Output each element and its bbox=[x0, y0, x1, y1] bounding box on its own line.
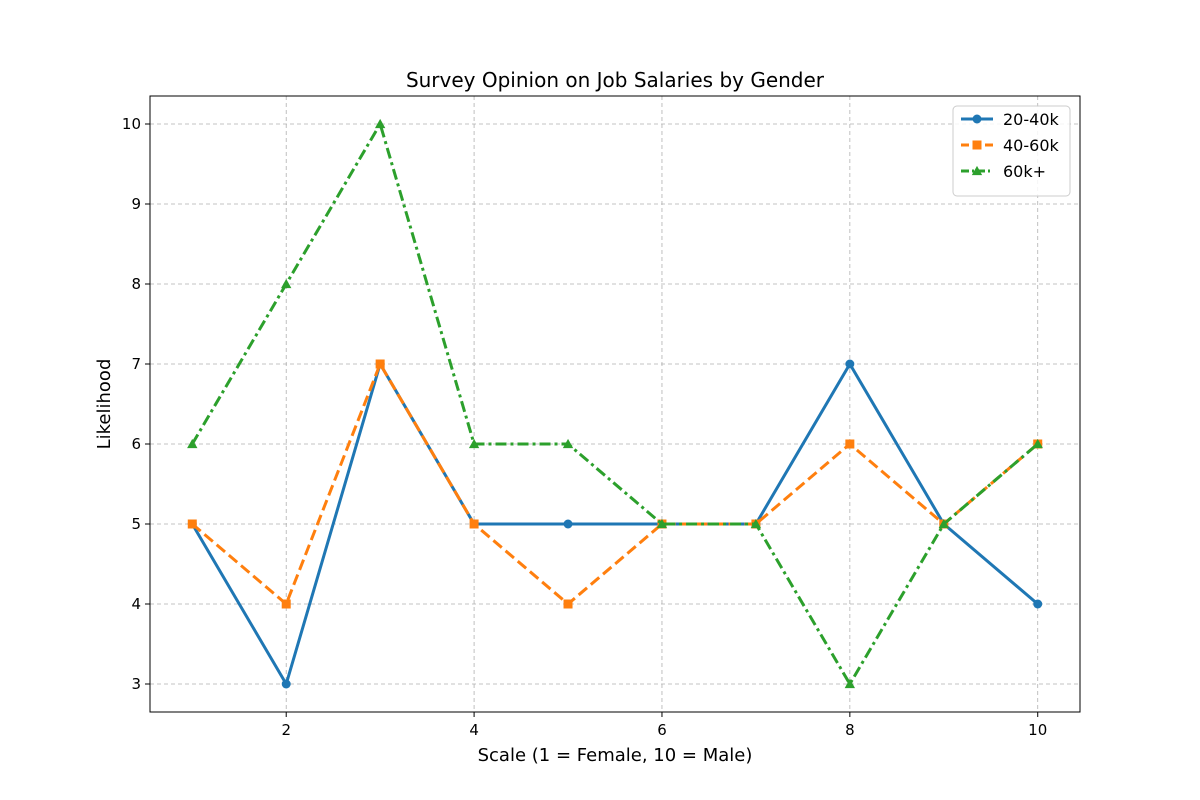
legend: 20-40k 40-60k 60k+ bbox=[952, 105, 1071, 197]
y-tick-label: 7 bbox=[131, 355, 141, 373]
x-tick-label: 2 bbox=[281, 721, 291, 739]
legend-label: 20-40k bbox=[1003, 110, 1059, 129]
data-point bbox=[468, 438, 480, 449]
chart-title: Survey Opinion on Job Salaries by Gender bbox=[406, 68, 825, 92]
data-point bbox=[844, 678, 856, 689]
data-point bbox=[187, 438, 198, 449]
data-point bbox=[374, 118, 386, 129]
x-axis-label: Scale (1 = Female, 10 = Male) bbox=[478, 745, 753, 766]
legend-item: 20-40k bbox=[961, 110, 1059, 129]
data-point bbox=[1033, 599, 1043, 609]
x-axis: 2 4 6 8 10 bbox=[281, 712, 1047, 739]
series-line bbox=[191, 362, 1039, 606]
y-tick-label: 9 bbox=[131, 195, 141, 213]
legend-marker bbox=[972, 114, 982, 124]
y-tick-label: 6 bbox=[131, 435, 141, 453]
y-tick-label: 10 bbox=[122, 115, 141, 133]
x-tick-label: 8 bbox=[845, 721, 855, 739]
y-tick-label: 5 bbox=[131, 515, 141, 533]
data-point bbox=[562, 438, 574, 449]
x-tick-label: 4 bbox=[469, 721, 479, 739]
data-point bbox=[656, 518, 668, 529]
data-point bbox=[563, 519, 573, 529]
data-point bbox=[845, 439, 855, 449]
x-tick-label: 6 bbox=[657, 721, 667, 739]
plot-area-frame bbox=[149, 95, 1081, 713]
data-point bbox=[845, 359, 855, 369]
data-point bbox=[281, 278, 292, 289]
data-point bbox=[563, 599, 573, 609]
y-axis: 3 4 5 6 7 8 9 10 bbox=[122, 115, 150, 693]
legend-label: 40-60k bbox=[1003, 136, 1059, 155]
y-tick-label: 3 bbox=[131, 675, 141, 693]
series-line bbox=[190, 122, 1039, 686]
series-group bbox=[187, 118, 1043, 689]
data-point bbox=[750, 518, 762, 529]
x-tick-label: 10 bbox=[1028, 721, 1047, 739]
series-line bbox=[190, 362, 1039, 686]
legend-label: 60k+ bbox=[1003, 162, 1046, 181]
data-point bbox=[187, 519, 197, 529]
legend-item: 40-60k bbox=[961, 136, 1059, 155]
y-tick-label: 8 bbox=[131, 275, 141, 293]
y-axis-label: Likelihood bbox=[94, 359, 115, 450]
series-60k+ bbox=[187, 118, 1043, 689]
legend-marker bbox=[971, 165, 983, 176]
legend-item: 60k+ bbox=[961, 162, 1046, 181]
data-point bbox=[938, 518, 949, 529]
y-tick-label: 4 bbox=[131, 595, 141, 613]
grid bbox=[150, 96, 1080, 712]
data-point bbox=[281, 679, 291, 689]
legend-box bbox=[952, 105, 1071, 197]
data-point bbox=[281, 599, 291, 609]
data-point bbox=[1032, 438, 1043, 449]
data-point bbox=[469, 519, 479, 529]
legend-marker bbox=[972, 140, 982, 150]
data-point bbox=[375, 359, 385, 369]
